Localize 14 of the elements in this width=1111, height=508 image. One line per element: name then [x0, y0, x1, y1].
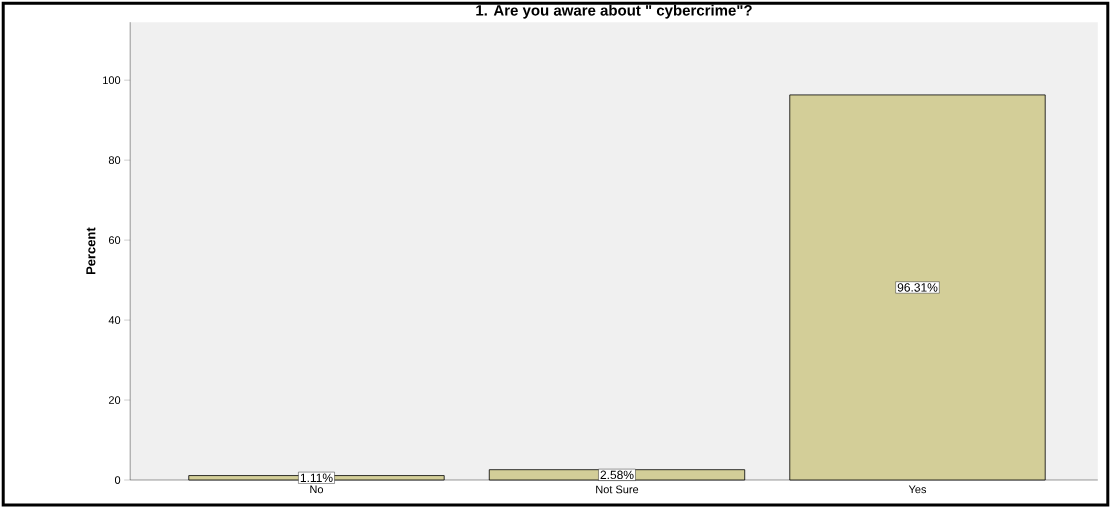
y-tick-label: 40 [108, 316, 121, 324]
y-tick-label: 100 [103, 76, 121, 84]
y-tick-label: 0 [114, 476, 121, 484]
data-label: 96.31% [897, 283, 938, 292]
chart-title: 1. Are you aware about " cybercrime"? [476, 4, 752, 19]
y-tick-label: 60 [108, 236, 121, 244]
data-label: 2.58% [600, 470, 634, 479]
y-tick-label: 20 [108, 396, 121, 404]
x-tick-label: Yes [908, 485, 927, 494]
x-tick-label: Not Sure [596, 485, 639, 494]
y-axis-title: Percent [86, 227, 96, 274]
data-label: 1.11% [300, 473, 333, 482]
x-tick-label: No [310, 485, 324, 494]
y-tick-label: 80 [108, 156, 121, 164]
